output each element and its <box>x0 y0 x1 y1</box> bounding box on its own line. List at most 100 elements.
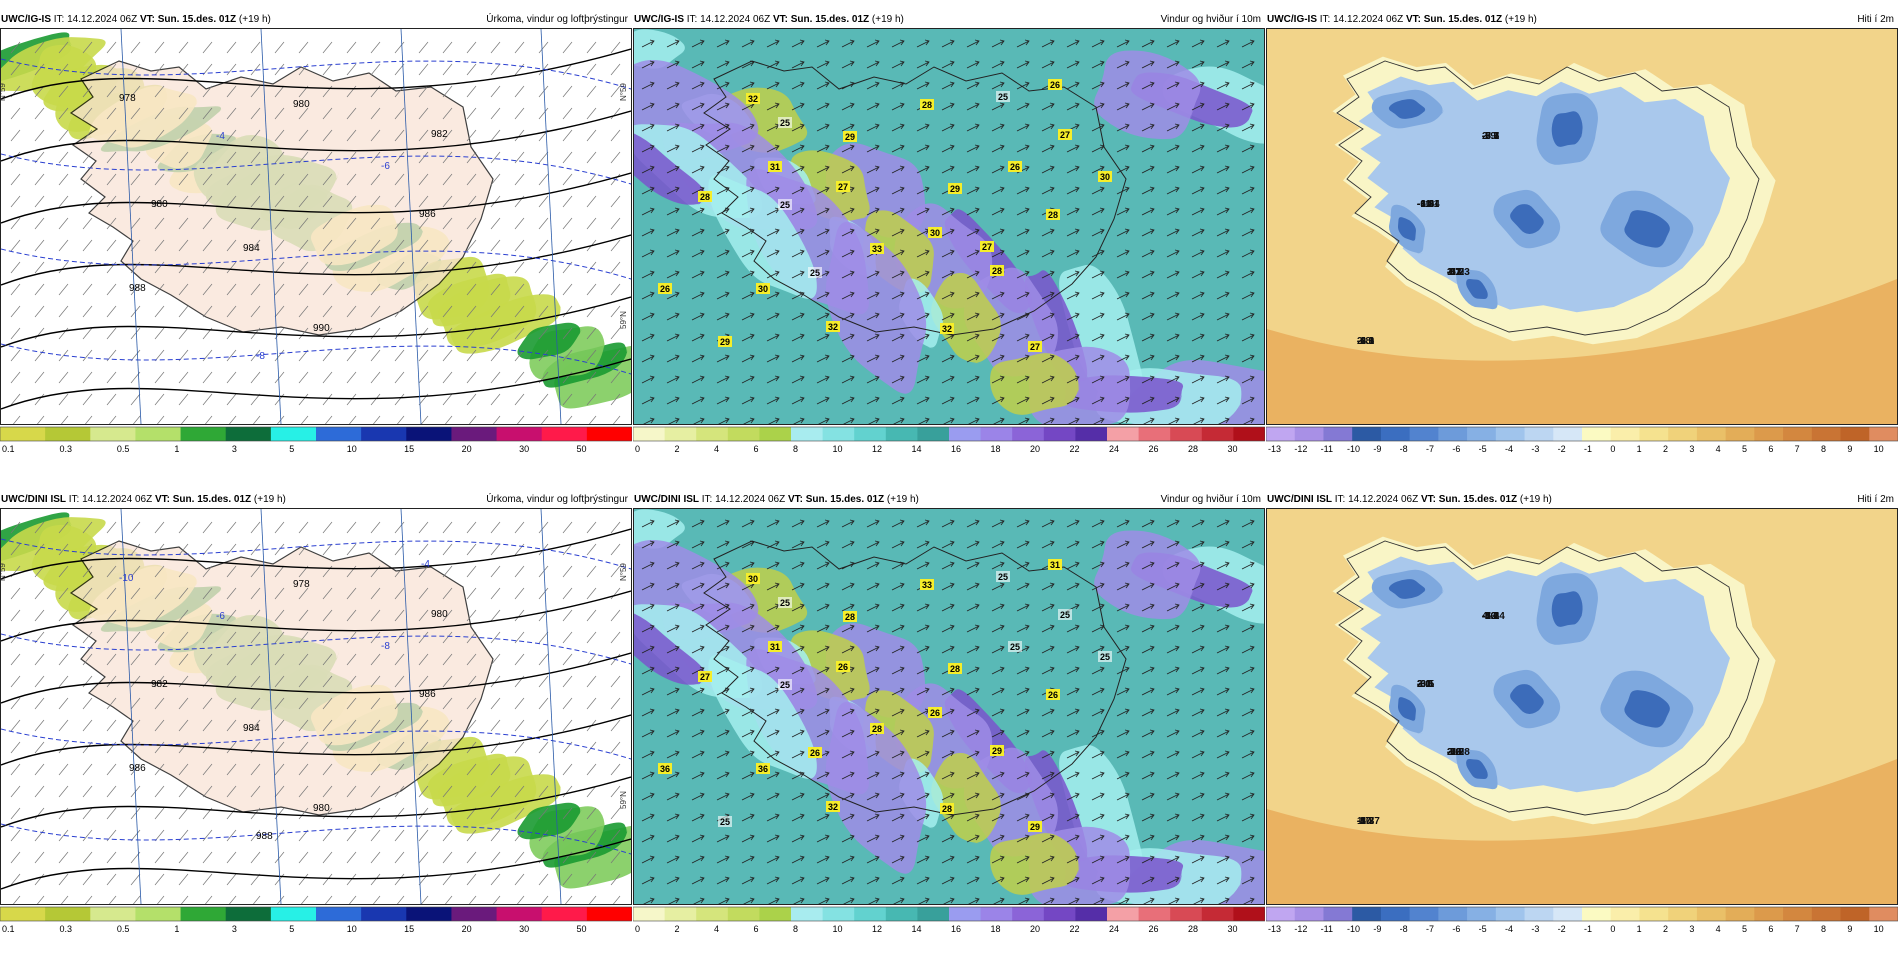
colorbar-swatch <box>180 907 227 921</box>
wind-arrow <box>991 39 1005 48</box>
wind-arrow <box>1066 645 1080 654</box>
wind-arrow <box>1141 354 1155 363</box>
wind-arrow <box>816 624 830 633</box>
colorbar-label: 9 <box>1847 444 1852 454</box>
wind-arrow <box>1091 39 1105 48</box>
colorbar-label: 0 <box>1610 444 1615 454</box>
wind-barb <box>274 543 285 556</box>
wind-arrow <box>691 207 705 216</box>
wind-barb <box>202 873 213 886</box>
colorbar-swatch <box>917 427 950 441</box>
wind-arrow <box>766 813 780 822</box>
wind-arrow <box>841 270 855 279</box>
wind-barb <box>181 415 189 424</box>
wind-barb <box>61 895 69 904</box>
wind-arrow <box>866 312 880 321</box>
wind-arrow <box>1066 333 1080 342</box>
wind-barb <box>34 41 45 54</box>
wind-arrow <box>1141 207 1155 216</box>
wind-arrow <box>991 666 1005 675</box>
latitude-label: N°59 <box>1 83 7 101</box>
wind-barb <box>418 327 429 340</box>
wind-barb <box>610 785 621 798</box>
wind-barb <box>562 107 573 120</box>
valid-time: Sun. 15.des. 01Z <box>157 14 237 25</box>
wind-barb <box>58 587 69 600</box>
wind-barb <box>229 895 237 904</box>
temperature-label: -10.4 <box>1417 199 1440 210</box>
panel-header: UWC/IG-IS IT: 14.12.2024 06Z VT: Sun. 15… <box>0 13 632 27</box>
wind-arrow <box>1091 687 1105 696</box>
lead-time: (+19 h) <box>1504 14 1537 25</box>
wind-barb <box>106 327 117 340</box>
wind-arrow <box>841 312 855 321</box>
wind-barb <box>538 283 549 296</box>
wind-arrow <box>641 771 655 780</box>
precip-band <box>517 322 583 360</box>
wind-barb <box>10 41 21 54</box>
wind-arrow <box>1066 165 1080 174</box>
isobars <box>1 528 631 890</box>
wind-arrow <box>866 186 880 195</box>
colorbar-label: 3 <box>232 924 237 934</box>
wind-barb <box>490 873 501 886</box>
wind-barb <box>58 543 69 556</box>
temperature-label: -10.7 <box>1357 816 1380 827</box>
wind-arrow <box>1066 813 1080 822</box>
wind-barb <box>58 327 69 340</box>
wind-arrow <box>791 561 805 570</box>
wind-arrow <box>1141 375 1155 384</box>
wind-arrow <box>941 123 955 132</box>
wind-arrow <box>1116 750 1130 759</box>
meridian <box>260 509 282 904</box>
wind-barb <box>274 305 285 318</box>
colorbar-swatch <box>1438 427 1468 441</box>
wind-arrow <box>816 375 830 384</box>
wind-barb <box>418 587 429 600</box>
colorbar-label: -7 <box>1426 924 1434 934</box>
wind-barb <box>178 521 189 534</box>
wind-barb <box>490 543 501 556</box>
wind-arrow <box>1116 645 1130 654</box>
wind-barb <box>322 785 333 798</box>
colorbar-label: 18 <box>991 444 1001 454</box>
wind-arrow <box>1191 666 1205 675</box>
wind-barb <box>490 41 501 54</box>
colorbar-label: -1 <box>1584 924 1592 934</box>
wind-arrow <box>991 561 1005 570</box>
wind-arrow <box>1191 291 1205 300</box>
gust-label-box <box>870 243 884 254</box>
wind-barb <box>130 609 141 622</box>
wind-barb <box>538 675 549 688</box>
wind-barb <box>274 63 285 76</box>
wind-barb <box>82 85 93 98</box>
wind-arrow <box>741 624 755 633</box>
wind-barb <box>34 129 45 142</box>
gust-label: 26 <box>838 662 848 672</box>
wind-arrow <box>916 396 930 405</box>
wind-arrow <box>1166 645 1180 654</box>
wind-barb <box>10 107 21 120</box>
wind-arrow <box>966 333 980 342</box>
wind-barb <box>154 217 165 230</box>
wind-barb <box>34 587 45 600</box>
gust-label-box <box>808 747 822 758</box>
wind-arrow <box>1116 270 1130 279</box>
wind-barb <box>154 763 165 776</box>
wind-barb <box>346 873 357 886</box>
wind-arrow <box>941 561 955 570</box>
wind-speed-patch <box>1094 530 1201 620</box>
wind-arrow <box>1141 666 1155 675</box>
wind-arrow <box>866 396 880 405</box>
wind-arrow <box>891 750 905 759</box>
wind-arrow <box>1118 897 1130 904</box>
wind-barb <box>370 173 381 186</box>
wind-barb <box>106 543 117 556</box>
gust-label-box <box>718 336 732 347</box>
colorbar-label: 30 <box>1228 924 1238 934</box>
temperature-map: -7.1 3.1 -0.7 -4.7 -7.5 -6.1 3.2 -5.3 4.6 -3.5 -7.… <box>1266 508 1898 905</box>
wind-barb <box>82 283 93 296</box>
wind-barb <box>226 609 237 622</box>
wind-barb <box>538 807 549 820</box>
